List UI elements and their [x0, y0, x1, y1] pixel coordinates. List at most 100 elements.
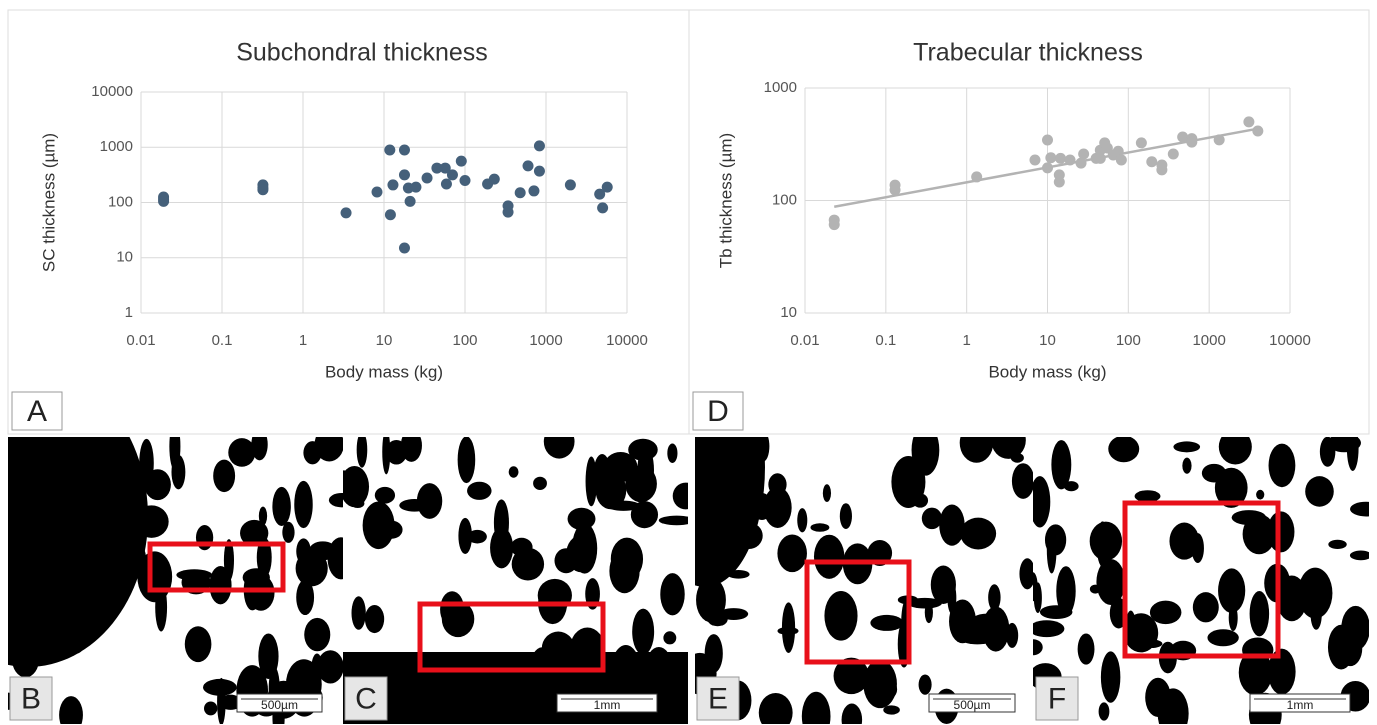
pore: [572, 641, 598, 654]
point: [398, 144, 410, 156]
panel-label: F: [1048, 682, 1066, 715]
point: [421, 172, 433, 184]
micrograph: [343, 437, 688, 724]
point: [410, 181, 422, 193]
point: [514, 187, 526, 199]
pore: [413, 672, 445, 695]
pore: [758, 693, 793, 724]
pore: [385, 439, 408, 465]
pore: [628, 438, 658, 461]
pore: [137, 551, 173, 603]
pore: [939, 504, 965, 546]
x-tick-label: 0.1: [212, 332, 233, 349]
pore: [696, 577, 726, 623]
pore: [883, 705, 900, 715]
pore: [867, 540, 893, 566]
pore: [918, 674, 932, 695]
pore: [204, 701, 218, 716]
x-tick-label: 1000: [1192, 332, 1225, 349]
pore: [1033, 620, 1065, 638]
point: [828, 219, 840, 231]
x-tick-label: 1: [962, 332, 970, 349]
pore: [457, 437, 476, 484]
pore: [258, 633, 279, 680]
pore: [1349, 550, 1369, 561]
pore: [240, 519, 269, 547]
pore: [609, 548, 640, 594]
point: [387, 179, 399, 191]
scale-bar-label: 500µm: [954, 698, 991, 712]
pore: [362, 501, 395, 550]
pore: [611, 645, 641, 696]
pore: [1350, 501, 1369, 517]
pore: [757, 437, 770, 462]
point: [1243, 116, 1255, 128]
region-box: [417, 601, 606, 673]
pore: [56, 500, 93, 553]
pore: [1169, 522, 1200, 560]
pore: [1207, 629, 1239, 647]
pore: [1077, 633, 1095, 665]
pore: [533, 476, 547, 490]
pore: [27, 548, 41, 560]
region-box: [1122, 500, 1281, 659]
pore: [826, 607, 837, 628]
pore: [43, 553, 52, 602]
scale-bar-label: 1mm: [1287, 698, 1314, 712]
pore: [839, 503, 852, 530]
pore: [176, 569, 213, 581]
pore: [142, 523, 151, 532]
x-tick-label: 1000: [529, 332, 562, 349]
pore: [700, 546, 725, 583]
pore: [822, 484, 832, 502]
pore: [1100, 651, 1121, 703]
y-tick-label: 10000: [91, 83, 133, 100]
pore: [960, 517, 997, 550]
pore: [1033, 639, 1043, 656]
point: [431, 162, 443, 174]
panel-label: D: [707, 395, 729, 428]
pore: [991, 437, 1026, 459]
pore: [667, 443, 678, 463]
marrow: [8, 437, 148, 667]
pore: [833, 657, 870, 695]
pore: [1149, 600, 1182, 625]
pore: [1046, 526, 1057, 574]
point: [528, 185, 540, 197]
pore: [797, 508, 808, 533]
panel-label-box: [9, 676, 53, 721]
point: [1078, 148, 1090, 160]
y-tick-label: 10: [780, 304, 797, 321]
pore: [625, 465, 657, 503]
pore: [1218, 437, 1252, 465]
panel-label: C: [355, 682, 377, 715]
y-tick-label: 100: [108, 193, 133, 210]
pore: [1182, 457, 1192, 474]
point: [398, 242, 410, 254]
pore: [1249, 591, 1270, 637]
pore: [68, 616, 84, 645]
pore: [113, 538, 136, 569]
pore: [90, 484, 105, 518]
scale-bar-label: 500µm: [261, 698, 298, 712]
pore: [768, 473, 787, 496]
pore: [650, 676, 685, 697]
pore: [1192, 592, 1219, 623]
pore: [1123, 613, 1159, 653]
pore: [374, 486, 396, 504]
point: [889, 184, 901, 196]
pore: [810, 523, 830, 532]
point: [1029, 154, 1041, 166]
point: [1167, 148, 1179, 160]
point: [440, 178, 452, 190]
pore: [272, 486, 291, 527]
x-tick-label: 100: [452, 332, 477, 349]
point: [1252, 125, 1264, 137]
point: [1213, 134, 1225, 146]
y-tick-label: 1000: [100, 138, 133, 155]
pore: [781, 602, 796, 653]
pore: [577, 648, 594, 669]
pore: [763, 486, 792, 528]
pore: [634, 654, 649, 687]
